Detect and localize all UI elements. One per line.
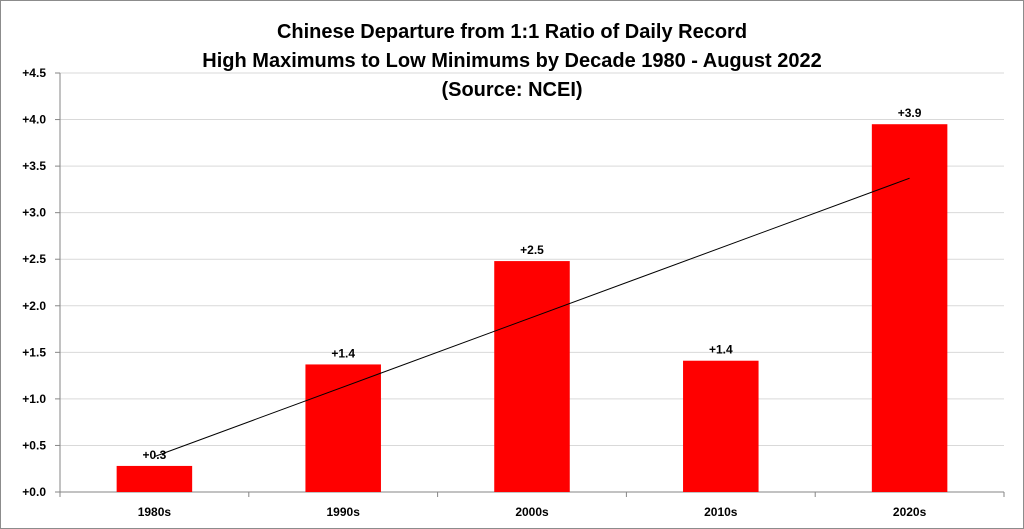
y-tick-label: +0.0 [22, 485, 46, 499]
data-label: +1.4 [709, 343, 733, 357]
y-tick-label: +0.5 [22, 438, 46, 452]
axes: +0.0 +0.5 +1.0 +1.5 +2.0 +2.5 +3.0 +3.5 +4.0 +4.5… [22, 66, 1005, 519]
x-tick-label: 1990s [327, 505, 361, 519]
trendline-line [154, 177, 910, 458]
data-label: +2.5 [520, 243, 544, 257]
x-tick-label: 1980s [138, 505, 172, 519]
bar-1990s [305, 364, 381, 492]
data-label: +1.4 [331, 346, 355, 360]
chart-title: Chinese Departure from 1:1 Ratio of Dail… [0, 18, 1024, 105]
y-tick-label: +3.0 [22, 206, 46, 220]
y-tick-label: +1.5 [22, 345, 46, 359]
data-labels: +0.3 +1.4 +2.5 +1.4 +3.9 [143, 106, 922, 462]
y-tick-label: +4.0 [22, 113, 46, 127]
chart-title-line-3: (Source: NCEI) [441, 79, 583, 101]
y-tick-label: +3.5 [22, 159, 46, 173]
bar-2000s [494, 261, 570, 492]
chart-title-line-2: High Maximums to Low Minimums by Decade … [202, 50, 822, 72]
bar-2020s [871, 124, 948, 492]
bars [116, 124, 948, 492]
y-tick-label: +2.5 [22, 252, 46, 266]
x-tick-label: 2010s [704, 505, 738, 519]
chart-title-line-1: Chinese Departure from 1:1 Ratio of Dail… [276, 21, 748, 43]
trendline [154, 177, 910, 458]
y-tick-label: +4.5 [22, 66, 46, 80]
bar-2010s [683, 360, 759, 492]
y-tick-label: +1.0 [22, 392, 46, 406]
bar-1980s [116, 465, 193, 492]
data-label: +0.3 [143, 448, 167, 462]
y-tick-label: +2.0 [22, 299, 46, 313]
x-tick-label: 2000s [515, 505, 549, 519]
x-tick-label: 2020s [893, 505, 927, 519]
data-label: +3.9 [898, 106, 922, 120]
